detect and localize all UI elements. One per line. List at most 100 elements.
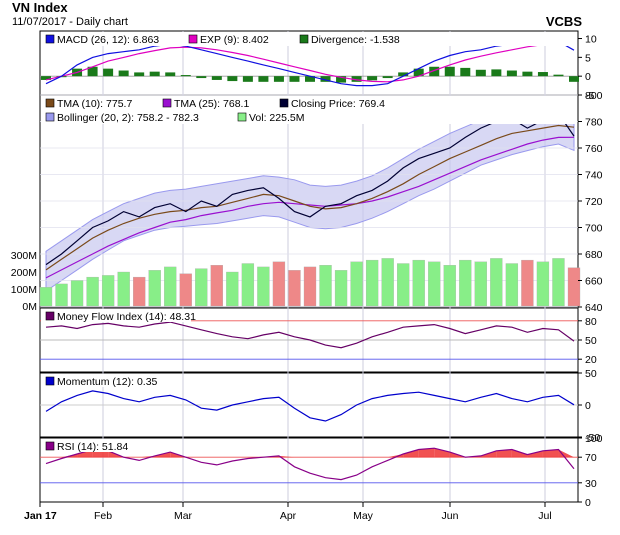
rsi-overbought-fill xyxy=(387,454,404,458)
divergence-bar xyxy=(491,69,502,77)
brand-label: VCBS xyxy=(545,14,582,29)
macd-legend-label-0: MACD (26, 12): 6.863 xyxy=(57,34,159,46)
bollinger-band xyxy=(45,106,575,293)
divergence-bar xyxy=(258,76,269,82)
macd-legend-label-1: EXP (9): 8.402 xyxy=(200,34,269,46)
rsi-overbought-fill xyxy=(403,449,419,458)
x-tick-label-3: Apr xyxy=(280,510,297,522)
rsi-overbought-fill xyxy=(61,454,78,458)
rsi-overbought-fill xyxy=(511,449,528,458)
divergence-bar xyxy=(305,76,315,82)
rsi-overbought-fill xyxy=(434,448,450,458)
macd-tick-label-2: 0 xyxy=(585,71,591,83)
x-tick-label-0: Jan 17 xyxy=(24,510,57,522)
volume-bar xyxy=(505,263,519,307)
divergence-bar xyxy=(429,66,440,77)
macd-legend-bg xyxy=(41,32,577,46)
rsi-legend-swatch-0 xyxy=(45,441,55,451)
volume-bar xyxy=(459,259,472,307)
tma25-line xyxy=(45,136,575,279)
divergence-bar xyxy=(413,68,424,77)
volume-bar xyxy=(397,263,410,307)
divergence-bar xyxy=(242,76,253,82)
tma10-line xyxy=(45,124,575,271)
price-legend-swatch-0 xyxy=(45,98,55,108)
price-tick-label-5: 700 xyxy=(585,223,603,235)
volume-bar xyxy=(117,271,130,307)
mfi-tick-label-0: 80 xyxy=(585,316,597,328)
price-tick-label-3: 740 xyxy=(585,170,603,182)
divergence-bar xyxy=(87,66,98,77)
rsi-tick-label-1: 70 xyxy=(585,452,597,464)
volume-bar xyxy=(288,270,301,307)
momentum-line xyxy=(45,390,575,422)
rsi-overbought-fill xyxy=(496,449,512,458)
exp-line xyxy=(45,42,575,83)
macd-legend-swatch-2 xyxy=(299,34,309,44)
divergence-bar xyxy=(522,71,533,77)
price-row2-legend-swatch-1 xyxy=(237,112,247,122)
x-tick-label-1: Feb xyxy=(94,510,112,522)
volume-bar xyxy=(443,265,456,307)
rsi-overbought-fill xyxy=(558,449,574,458)
price-legend-swatch-2 xyxy=(279,98,289,108)
volume-bar xyxy=(536,261,550,307)
divergence-bar xyxy=(227,76,238,82)
rsi-tick-label-0: 100 xyxy=(585,433,603,445)
macd-legend-swatch-0 xyxy=(45,34,55,44)
divergence-bar xyxy=(382,76,393,79)
divergence-bar xyxy=(118,70,129,77)
rsi-line xyxy=(45,447,575,481)
divergence-bar xyxy=(336,76,347,83)
volume-bar xyxy=(226,271,239,307)
volume-bar xyxy=(567,267,581,307)
rsi-legend-bg xyxy=(41,439,126,452)
volume-bar xyxy=(552,258,565,307)
chart-title: VN Index xyxy=(12,0,68,15)
momentum-legend-swatch-0 xyxy=(45,376,55,386)
volume-bar xyxy=(241,263,255,307)
mfi-tick-label-2: 20 xyxy=(585,354,597,366)
volume-bar xyxy=(101,275,115,307)
mfi-legend-label-0: Money Flow Index (14): 48.31 xyxy=(57,311,196,323)
rsi-overbought-fill xyxy=(418,448,435,458)
x-tick-label-2: Mar xyxy=(174,510,193,522)
macd-tick-label-1: 5 xyxy=(585,52,591,64)
volume-tick-label-2: 100M xyxy=(11,284,37,296)
divergence-bar xyxy=(460,67,471,77)
momentum-legend-label-0: Momentum (12): 0.35 xyxy=(57,376,158,388)
volume-bar xyxy=(350,261,363,307)
momentum-legend-bg xyxy=(41,374,151,387)
price-legend-swatch-1 xyxy=(162,98,172,108)
volume-bar xyxy=(334,270,348,307)
divergence-bar xyxy=(444,66,455,77)
volume-bar xyxy=(148,270,161,307)
macd-tick-label-0: 10 xyxy=(585,34,597,46)
volume-bar xyxy=(195,268,208,307)
volume-bar xyxy=(133,276,146,307)
divergence-bar xyxy=(180,75,191,77)
divergence-bar xyxy=(289,76,300,82)
macd-legend-swatch-1 xyxy=(188,34,198,44)
price-tick-label-1: 780 xyxy=(585,117,603,129)
rsi-overbought-fill xyxy=(527,450,543,458)
volume-bar xyxy=(490,258,503,307)
price-tick-label-6: 680 xyxy=(585,249,603,261)
price-tick-label-8: 640 xyxy=(585,302,603,314)
volume-bar xyxy=(412,259,425,307)
volume-bar xyxy=(521,259,534,307)
volume-bar xyxy=(179,273,192,307)
price-tick-label-4: 720 xyxy=(585,196,603,208)
price-legend-label-0: TMA (10): 775.7 xyxy=(57,98,132,110)
volume-bar xyxy=(164,266,177,307)
volume-bar xyxy=(319,265,332,307)
volume-bar xyxy=(257,266,270,307)
rsi-legend-label-0: RSI (14): 51.84 xyxy=(57,441,128,453)
volume-bar xyxy=(365,259,379,307)
volume-bar xyxy=(428,261,441,307)
divergence-bar xyxy=(351,76,362,82)
rsi-tick-label-2: 30 xyxy=(585,478,597,490)
price-legend-label-2: Closing Price: 769.4 xyxy=(291,98,385,110)
divergence-bar xyxy=(165,72,176,77)
